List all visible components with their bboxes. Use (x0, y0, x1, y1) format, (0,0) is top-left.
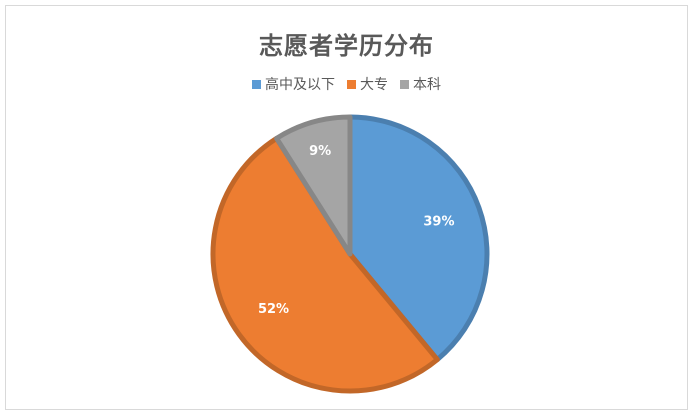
legend-label-high-school: 高中及以下 (265, 77, 335, 93)
legend-swatch-bachelor (400, 79, 409, 89)
chart-title: 志愿者学历分布 (259, 32, 434, 60)
legend-label-college: 大专 (360, 77, 388, 93)
pie-slice-bachelor (274, 114, 353, 257)
pie-label-bachelor: 9% (309, 144, 331, 159)
pie-slice-high-school (347, 114, 490, 363)
pie-slices (210, 114, 490, 394)
chart-frame: 志愿者学历分布 高中及以下 大专 本科 39% 52% 9% (5, 5, 688, 410)
legend-item-high-school: 高中及以下 (252, 74, 335, 94)
pie-label-college: 52% (258, 302, 289, 317)
pie-slice-college (210, 135, 440, 394)
legend-swatch-college (347, 79, 356, 89)
pie-chart: 39% 52% 9% (210, 114, 490, 394)
legend-item-college: 大专 (347, 74, 388, 94)
legend-swatch-high-school (252, 79, 261, 89)
chart-legend: 高中及以下 大专 本科 (6, 74, 687, 94)
legend-item-bachelor: 本科 (400, 74, 441, 94)
pie-labels: 39% 52% 9% (258, 144, 455, 317)
pie-label-high-school: 39% (423, 214, 454, 229)
legend-label-bachelor: 本科 (413, 77, 441, 93)
